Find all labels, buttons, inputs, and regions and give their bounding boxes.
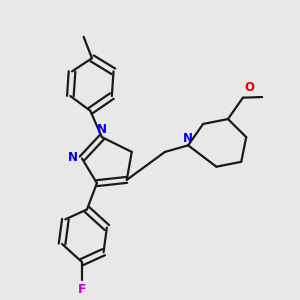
- Text: N: N: [68, 151, 78, 164]
- Text: N: N: [183, 132, 193, 145]
- Text: F: F: [78, 284, 86, 296]
- Text: N: N: [97, 123, 107, 136]
- Text: O: O: [244, 81, 255, 94]
